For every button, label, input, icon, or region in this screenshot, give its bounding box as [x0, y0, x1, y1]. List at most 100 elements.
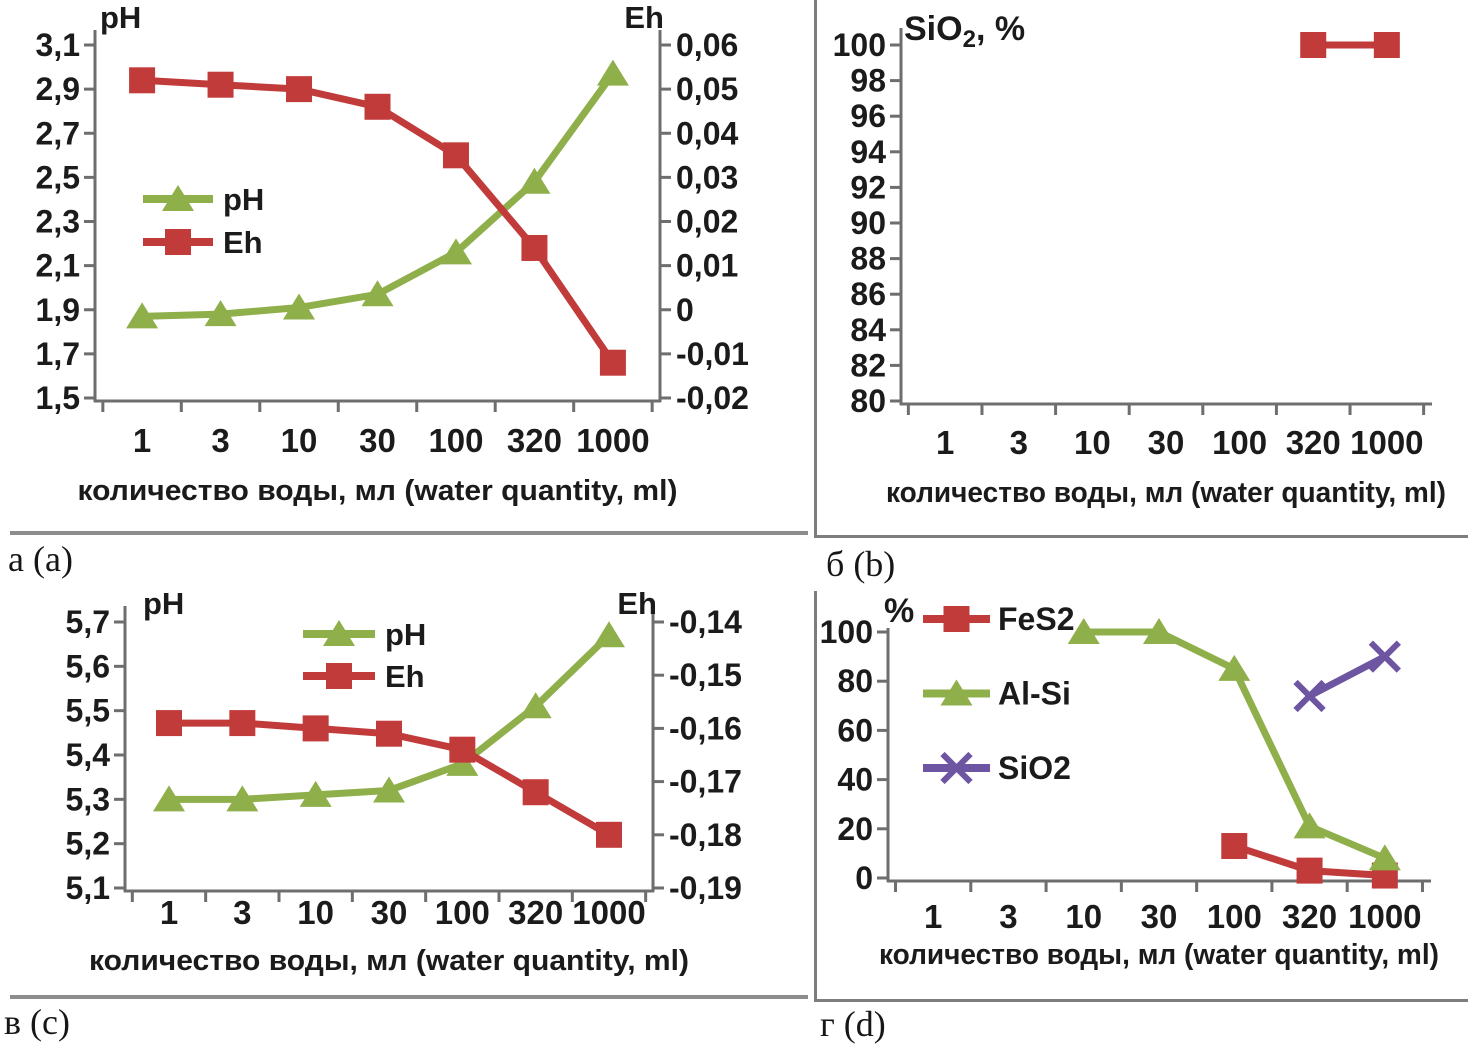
svg-text:5,5: 5,5: [66, 693, 110, 729]
svg-text:3: 3: [233, 894, 251, 931]
axes: 3,1 2,9 2,7 2,5 2,3 2,1 1,9 1,7 1,5 0,06 0,05 0,04 0…: [36, 27, 749, 416]
svg-text:40: 40: [837, 762, 873, 798]
x-axis-label: количество воды, мл (water quantity, ml): [89, 945, 689, 977]
svg-text:3,1: 3,1: [36, 27, 80, 63]
svg-text:60: 60: [837, 712, 873, 748]
svg-text:количество воды, мл (water qua: количество воды, мл (water quantity, ml): [89, 945, 689, 977]
svg-text:0,06: 0,06: [676, 27, 738, 63]
svg-text:1: 1: [936, 424, 954, 461]
svg-text:1000: 1000: [576, 422, 649, 459]
svg-text:10: 10: [297, 894, 334, 931]
series-Eh: [129, 67, 626, 376]
panel-b-bottom-border: [814, 535, 1468, 538]
legend: pH Eh: [143, 182, 264, 260]
svg-text:-0,17: -0,17: [669, 764, 742, 800]
svg-text:0,03: 0,03: [676, 159, 738, 195]
svg-text:-0,01: -0,01: [676, 336, 749, 372]
svg-text:100: 100: [1207, 898, 1262, 935]
legend: pH Eh: [303, 617, 426, 694]
svg-text:30: 30: [371, 894, 408, 931]
series-SiO2: [1300, 32, 1400, 58]
chart-panel-d-minerals: 100 80 60 40 20 0 1 3 10 30 100 320 1000 количество в…: [820, 592, 1439, 971]
axes: 100 80 60 40 20 0: [820, 614, 1431, 896]
svg-text:96: 96: [850, 98, 886, 134]
panel-b-left-border: [814, 0, 817, 538]
svg-text:5,4: 5,4: [66, 737, 111, 773]
svg-text:FeS2: FeS2: [998, 601, 1074, 637]
svg-text:320: 320: [507, 422, 562, 459]
svg-text:pH: pH: [100, 0, 141, 35]
svg-text:100: 100: [435, 894, 490, 931]
series-SiO2: [1293, 640, 1401, 713]
svg-text:86: 86: [850, 276, 886, 312]
svg-text:320: 320: [1282, 898, 1337, 935]
svg-text:-0,16: -0,16: [669, 710, 742, 746]
svg-text:5,7: 5,7: [66, 604, 110, 640]
svg-text:0: 0: [855, 860, 873, 896]
svg-text:2,5: 2,5: [36, 159, 80, 195]
series-pH: [126, 59, 629, 329]
divider-under-panel-a: [10, 531, 808, 535]
svg-text:1000: 1000: [1348, 898, 1421, 935]
svg-text:30: 30: [1141, 898, 1178, 935]
svg-text:Eh: Eh: [617, 590, 657, 621]
panel-d-bottom-border: [814, 999, 1468, 1002]
svg-text:30: 30: [359, 422, 396, 459]
svg-text:%: %: [884, 592, 914, 630]
svg-text:80: 80: [837, 663, 873, 699]
svg-text:100: 100: [1212, 424, 1267, 461]
svg-text:1000: 1000: [1350, 424, 1423, 461]
caption-panel-b: б (b): [826, 544, 896, 584]
x-axis-label: количество воды, мл (water quantity, ml): [78, 475, 678, 507]
svg-text:0,05: 0,05: [676, 71, 738, 107]
svg-text:3: 3: [211, 422, 229, 459]
svg-text:1000: 1000: [572, 894, 645, 931]
x-category-labels: 1 3 10 30 100 320 1000: [936, 424, 1424, 461]
svg-text:1: 1: [924, 898, 942, 935]
x-category-labels: 1 3 10 30 100 320 1000: [924, 898, 1422, 935]
svg-text:SiO2: SiO2: [998, 750, 1071, 786]
svg-text:количество воды, мл (water qua: количество воды, мл (water quantity, ml): [879, 939, 1439, 971]
svg-text:88: 88: [850, 241, 886, 277]
svg-text:5,2: 5,2: [66, 826, 110, 862]
svg-text:1,5: 1,5: [36, 380, 80, 416]
svg-text:20: 20: [837, 811, 873, 847]
series-pH: [153, 621, 625, 812]
svg-text:5,3: 5,3: [66, 781, 110, 817]
svg-text:100: 100: [428, 422, 483, 459]
chart-panel-c-ph-eh: 5,7 5,6 5,5 5,4 5,3 5,2 5,1 -0,14 -0,15 -0,16 -0,1…: [66, 590, 743, 977]
series-Eh: [156, 710, 622, 848]
svg-text:10: 10: [1065, 898, 1102, 935]
svg-text:320: 320: [1286, 424, 1341, 461]
svg-text:pH: pH: [223, 182, 264, 217]
svg-text:84: 84: [850, 312, 886, 348]
svg-text:2,3: 2,3: [36, 204, 80, 240]
svg-text:Eh: Eh: [223, 225, 263, 260]
caption-panel-a: а (a): [8, 539, 73, 579]
svg-text:2,1: 2,1: [36, 248, 80, 284]
legend: FeS2 Al-Si SiO2: [923, 601, 1074, 786]
svg-text:5,6: 5,6: [66, 648, 110, 684]
svg-text:1,9: 1,9: [36, 292, 80, 328]
svg-text:SiO2, %: SiO2, %: [904, 10, 1025, 53]
svg-text:94: 94: [850, 134, 886, 170]
svg-text:pH: pH: [143, 590, 184, 621]
x-category-labels: 1 3 10 30 100 320 1000: [133, 422, 650, 459]
svg-text:320: 320: [508, 894, 563, 931]
svg-text:-0,19: -0,19: [669, 870, 742, 906]
svg-text:0,02: 0,02: [676, 204, 738, 240]
svg-text:1: 1: [160, 894, 178, 931]
svg-text:100: 100: [820, 614, 873, 650]
svg-text:98: 98: [850, 63, 886, 99]
svg-text:-0,14: -0,14: [669, 604, 742, 640]
svg-text:количество воды, мл (water qua: количество воды, мл (water quantity, ml): [886, 477, 1446, 509]
svg-text:0,01: 0,01: [676, 248, 738, 284]
svg-text:Al-Si: Al-Si: [998, 676, 1071, 712]
x-axis-label: количество воды, мл (water quantity, ml): [879, 939, 1439, 971]
svg-text:5,1: 5,1: [66, 870, 110, 906]
svg-text:90: 90: [850, 205, 886, 241]
svg-text:100: 100: [833, 27, 886, 63]
